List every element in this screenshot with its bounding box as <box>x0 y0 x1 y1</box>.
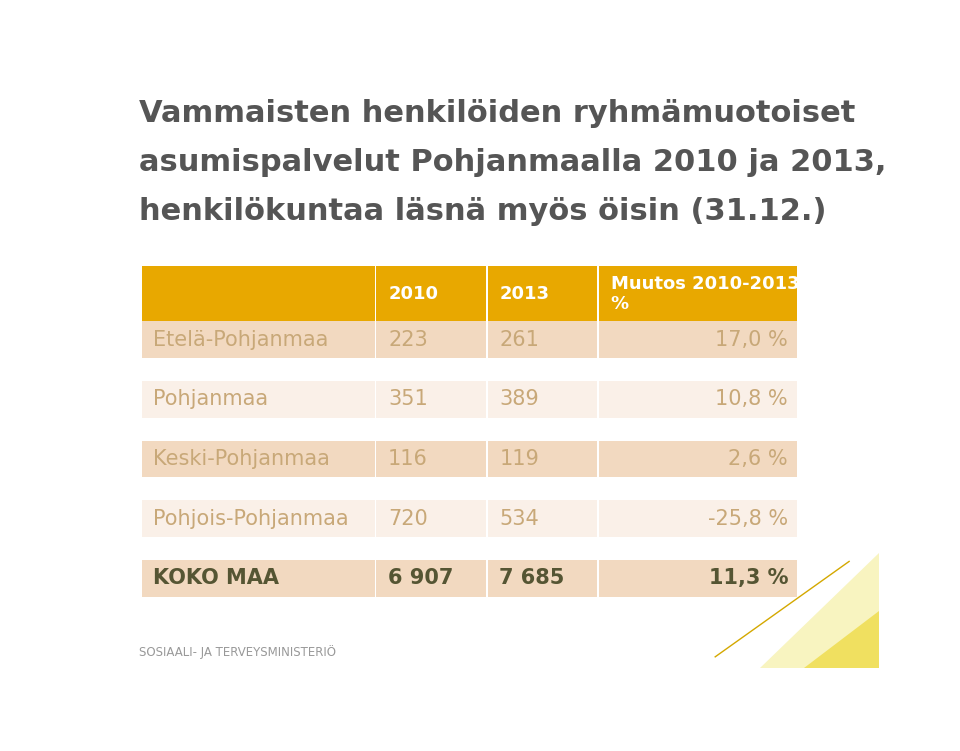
Bar <box>486 418 597 441</box>
Bar <box>142 267 374 321</box>
Text: 389: 389 <box>499 390 540 409</box>
Bar <box>486 478 597 500</box>
Text: 720: 720 <box>388 508 428 529</box>
Bar <box>142 559 374 596</box>
Bar <box>374 596 486 620</box>
Bar <box>597 559 797 596</box>
Bar <box>597 478 797 500</box>
Text: 17,0 %: 17,0 % <box>715 330 788 350</box>
Bar <box>374 441 376 478</box>
Text: Etelä-Pohjanmaa: Etelä-Pohjanmaa <box>154 330 329 350</box>
Bar <box>597 267 797 321</box>
Bar <box>597 559 599 596</box>
Polygon shape <box>804 611 879 668</box>
Bar <box>142 441 374 478</box>
Bar <box>142 381 374 418</box>
Text: Keski-Pohjanmaa: Keski-Pohjanmaa <box>154 449 330 469</box>
Text: 223: 223 <box>388 330 428 350</box>
Bar <box>486 321 597 358</box>
Bar <box>374 478 486 500</box>
Bar <box>597 321 599 358</box>
Text: 351: 351 <box>388 390 428 409</box>
Text: 6 907: 6 907 <box>388 569 453 588</box>
Bar <box>374 500 486 537</box>
Bar <box>486 441 488 478</box>
Bar <box>374 559 376 596</box>
Bar <box>142 321 374 358</box>
Bar <box>486 358 597 381</box>
Bar <box>486 267 597 321</box>
Text: 119: 119 <box>499 449 540 469</box>
Bar <box>374 381 486 418</box>
Bar <box>597 381 797 418</box>
Bar <box>374 267 486 321</box>
Bar <box>142 478 374 500</box>
Bar <box>486 381 488 418</box>
Bar <box>142 358 374 381</box>
Bar <box>486 559 488 596</box>
Bar <box>142 537 374 559</box>
Text: -25,8 %: -25,8 % <box>708 508 788 529</box>
Text: 10,8 %: 10,8 % <box>715 390 788 409</box>
Polygon shape <box>760 553 879 668</box>
Bar <box>597 321 797 358</box>
Bar <box>486 537 597 559</box>
Bar <box>486 321 488 358</box>
Text: 2,6 %: 2,6 % <box>729 449 788 469</box>
Bar <box>374 321 486 358</box>
Bar <box>374 559 486 596</box>
Bar <box>486 500 597 537</box>
Text: asumispalvelut Pohjanmaalla 2010 ja 2013,: asumispalvelut Pohjanmaalla 2010 ja 2013… <box>138 148 886 177</box>
Bar <box>486 559 597 596</box>
Text: 2010: 2010 <box>388 285 438 303</box>
Bar <box>486 596 597 620</box>
Bar <box>597 418 797 441</box>
Bar <box>374 537 486 559</box>
Bar <box>597 537 797 559</box>
Bar <box>374 441 486 478</box>
Bar <box>374 418 486 441</box>
Text: Pohjanmaa: Pohjanmaa <box>154 390 269 409</box>
Bar <box>374 500 376 537</box>
Bar <box>486 381 597 418</box>
Bar <box>597 500 599 537</box>
Bar <box>374 267 376 321</box>
Bar <box>374 321 376 358</box>
Text: Muutos 2010-2013,
%: Muutos 2010-2013, % <box>611 275 806 313</box>
Text: Pohjois-Pohjanmaa: Pohjois-Pohjanmaa <box>154 508 349 529</box>
Bar <box>486 500 488 537</box>
Bar <box>597 441 599 478</box>
Bar <box>142 500 374 537</box>
Text: SOSIAALI- JA TERVEYSMINISTERIÖ: SOSIAALI- JA TERVEYSMINISTERIÖ <box>138 645 336 659</box>
Bar <box>597 358 797 381</box>
Bar <box>597 500 797 537</box>
Text: 11,3 %: 11,3 % <box>708 569 788 588</box>
Bar <box>486 441 597 478</box>
Bar <box>597 441 797 478</box>
Bar <box>142 418 374 441</box>
Text: 2013: 2013 <box>499 285 549 303</box>
Text: 7 685: 7 685 <box>499 569 564 588</box>
Text: henkilökuntaa läsnä myös öisin (31.12.): henkilökuntaa läsnä myös öisin (31.12.) <box>138 197 827 226</box>
Text: KOKO MAA: KOKO MAA <box>154 569 279 588</box>
Bar <box>486 267 488 321</box>
Bar <box>597 267 599 321</box>
Text: 534: 534 <box>499 508 540 529</box>
Text: 261: 261 <box>499 330 540 350</box>
Bar <box>597 381 599 418</box>
Text: Vammaisten henkilöiden ryhmämuotoiset: Vammaisten henkilöiden ryhmämuotoiset <box>138 99 855 128</box>
Bar <box>374 358 486 381</box>
Bar <box>374 381 376 418</box>
Bar <box>142 596 374 620</box>
Bar <box>597 596 797 620</box>
Text: 116: 116 <box>388 449 428 469</box>
